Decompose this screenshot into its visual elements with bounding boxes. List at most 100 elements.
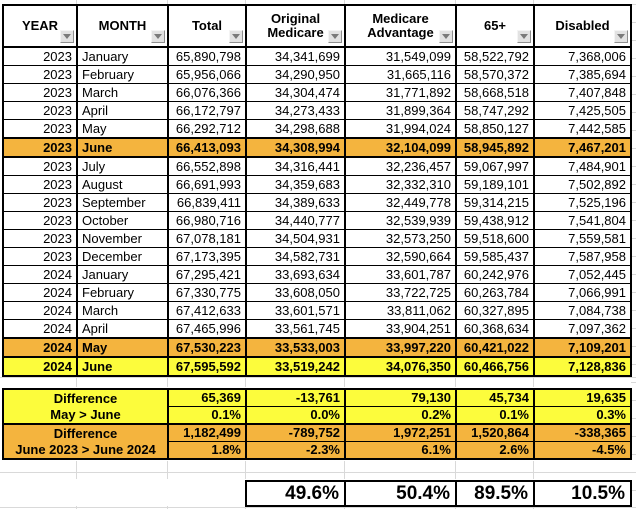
year-cell[interactable]: 2023	[2, 65, 78, 84]
summary-percent-cell[interactable]: 0.1%	[167, 406, 247, 425]
original-medicare-cell[interactable]: 34,273,433	[245, 101, 346, 120]
summary-label-june-2023-2024[interactable]: Difference June 2023 > June 2024	[2, 423, 169, 460]
medicare-advantage-cell[interactable]: 33,904,251	[344, 319, 457, 339]
summary-value-cell[interactable]: 45,734	[455, 388, 535, 407]
summary-percent-cell[interactable]: 0.2%	[344, 406, 457, 425]
disabled-cell[interactable]: 7,541,804	[533, 211, 632, 230]
age-65-plus-cell[interactable]: 59,189,101	[455, 175, 535, 194]
summary-value-cell[interactable]: -13,761	[245, 388, 346, 407]
medicare-advantage-cell[interactable]: 32,332,310	[344, 175, 457, 194]
disabled-cell[interactable]: 7,587,958	[533, 247, 632, 266]
year-cell[interactable]: 2023	[2, 229, 78, 248]
filter-button[interactable]	[614, 30, 628, 43]
year-cell[interactable]: 2023	[2, 175, 78, 194]
total-cell[interactable]: 66,413,093	[167, 137, 247, 158]
year-cell[interactable]: 2023	[2, 247, 78, 266]
disabled-cell[interactable]: 7,368,006	[533, 46, 632, 66]
age-65-plus-cell[interactable]: 59,438,912	[455, 211, 535, 230]
month-cell[interactable]: May	[76, 337, 169, 358]
column-header-original-medicare[interactable]: Original Medicare	[245, 4, 346, 48]
month-cell[interactable]: December	[76, 247, 169, 266]
filter-button[interactable]	[328, 30, 342, 43]
column-header-disabled[interactable]: Disabled	[533, 4, 632, 48]
original-medicare-cell[interactable]: 33,533,003	[245, 337, 346, 358]
year-cell[interactable]: 2024	[2, 337, 78, 358]
total-cell[interactable]: 67,330,775	[167, 283, 247, 302]
total-percent-cell-disabled[interactable]: 10.5%	[533, 480, 632, 507]
month-cell[interactable]: July	[76, 156, 169, 176]
year-cell[interactable]: 2023	[2, 119, 78, 139]
column-header-total[interactable]: Total	[167, 4, 247, 48]
original-medicare-cell[interactable]: 33,601,571	[245, 301, 346, 320]
disabled-cell[interactable]: 7,128,836	[533, 356, 632, 377]
filter-button[interactable]	[151, 30, 165, 43]
total-cell[interactable]: 66,076,366	[167, 83, 247, 102]
filter-button[interactable]	[439, 30, 453, 43]
original-medicare-cell[interactable]: 34,290,950	[245, 65, 346, 84]
summary-percent-cell[interactable]: 0.0%	[245, 406, 346, 425]
month-cell[interactable]: June	[76, 137, 169, 158]
original-medicare-cell[interactable]: 34,341,699	[245, 46, 346, 66]
medicare-advantage-cell[interactable]: 33,811,062	[344, 301, 457, 320]
age-65-plus-cell[interactable]: 59,518,600	[455, 229, 535, 248]
disabled-cell[interactable]: 7,066,991	[533, 283, 632, 302]
age-65-plus-cell[interactable]: 60,421,022	[455, 337, 535, 358]
age-65-plus-cell[interactable]: 60,263,784	[455, 283, 535, 302]
original-medicare-cell[interactable]: 33,519,242	[245, 356, 346, 377]
original-medicare-cell[interactable]: 34,440,777	[245, 211, 346, 230]
filter-button[interactable]	[517, 30, 531, 43]
disabled-cell[interactable]: 7,407,848	[533, 83, 632, 102]
summary-percent-cell[interactable]: -4.5%	[533, 441, 632, 460]
summary-label-may-june[interactable]: Difference May > June	[2, 388, 169, 425]
month-cell[interactable]: April	[76, 101, 169, 120]
column-header-65-plus[interactable]: 65+	[455, 4, 535, 48]
month-cell[interactable]: March	[76, 83, 169, 102]
total-cell[interactable]: 65,956,066	[167, 65, 247, 84]
year-cell[interactable]: 2023	[2, 101, 78, 120]
original-medicare-cell[interactable]: 34,304,474	[245, 83, 346, 102]
month-cell[interactable]: May	[76, 119, 169, 139]
year-cell[interactable]: 2024	[2, 265, 78, 284]
disabled-cell[interactable]: 7,502,892	[533, 175, 632, 194]
month-cell[interactable]: April	[76, 319, 169, 339]
age-65-plus-cell[interactable]: 60,242,976	[455, 265, 535, 284]
medicare-advantage-cell[interactable]: 33,601,787	[344, 265, 457, 284]
month-cell[interactable]: March	[76, 301, 169, 320]
age-65-plus-cell[interactable]: 60,327,895	[455, 301, 535, 320]
disabled-cell[interactable]: 7,467,201	[533, 137, 632, 158]
total-cell[interactable]: 67,595,592	[167, 356, 247, 377]
month-cell[interactable]: February	[76, 283, 169, 302]
summary-value-cell[interactable]: 1,182,499	[167, 423, 247, 442]
medicare-advantage-cell[interactable]: 31,549,099	[344, 46, 457, 66]
disabled-cell[interactable]: 7,084,738	[533, 301, 632, 320]
month-cell[interactable]: January	[76, 265, 169, 284]
column-header-month[interactable]: MONTH	[76, 4, 169, 48]
summary-percent-cell[interactable]: 0.3%	[533, 406, 632, 425]
year-cell[interactable]: 2024	[2, 283, 78, 302]
total-cell[interactable]: 66,552,898	[167, 156, 247, 176]
year-cell[interactable]: 2023	[2, 211, 78, 230]
age-65-plus-cell[interactable]: 60,466,756	[455, 356, 535, 377]
total-cell[interactable]: 67,078,181	[167, 229, 247, 248]
age-65-plus-cell[interactable]: 58,850,127	[455, 119, 535, 139]
original-medicare-cell[interactable]: 33,608,050	[245, 283, 346, 302]
total-cell[interactable]: 66,172,797	[167, 101, 247, 120]
age-65-plus-cell[interactable]: 58,668,518	[455, 83, 535, 102]
year-cell[interactable]: 2023	[2, 46, 78, 66]
summary-percent-cell[interactable]: -2.3%	[245, 441, 346, 460]
summary-value-cell[interactable]: 1,972,251	[344, 423, 457, 442]
summary-value-cell[interactable]: 79,130	[344, 388, 457, 407]
age-65-plus-cell[interactable]: 58,747,292	[455, 101, 535, 120]
year-cell[interactable]: 2024	[2, 356, 78, 377]
medicare-advantage-cell[interactable]: 31,771,892	[344, 83, 457, 102]
original-medicare-cell[interactable]: 34,582,731	[245, 247, 346, 266]
original-medicare-cell[interactable]: 34,359,683	[245, 175, 346, 194]
total-cell[interactable]: 67,530,223	[167, 337, 247, 358]
age-65-plus-cell[interactable]: 59,067,997	[455, 156, 535, 176]
summary-percent-cell[interactable]: 1.8%	[167, 441, 247, 460]
total-percent-cell-medicare-advantage[interactable]: 50.4%	[344, 480, 457, 507]
total-cell[interactable]: 66,691,993	[167, 175, 247, 194]
summary-percent-cell[interactable]: 2.6%	[455, 441, 535, 460]
summary-percent-cell[interactable]: 6.1%	[344, 441, 457, 460]
month-cell[interactable]: January	[76, 46, 169, 66]
